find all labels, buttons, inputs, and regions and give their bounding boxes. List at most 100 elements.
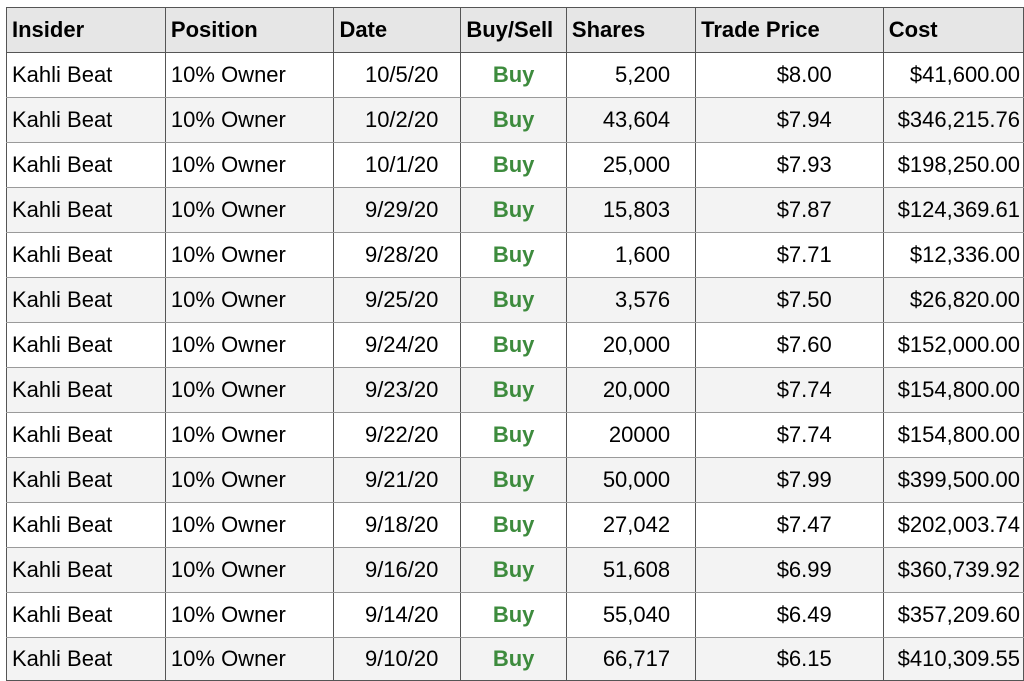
cell-date[interactable]: 10/1/20 bbox=[333, 142, 462, 188]
cell-insider[interactable]: Kahli Beat bbox=[6, 457, 166, 503]
cell-cost[interactable]: $154,800.00 bbox=[882, 367, 1024, 413]
cell-insider[interactable]: Kahli Beat bbox=[6, 367, 166, 413]
cell-position[interactable]: 10% Owner bbox=[164, 277, 335, 323]
cell-shares[interactable]: 3,576 bbox=[565, 277, 697, 323]
cell-buy-sell[interactable]: Buy bbox=[460, 412, 567, 458]
cell-cost[interactable]: $410,309.55 bbox=[882, 637, 1024, 681]
cell-shares[interactable]: 5,200 bbox=[565, 52, 697, 98]
cell-trade-price[interactable]: $7.60 bbox=[695, 322, 884, 368]
cell-shares[interactable]: 66,717 bbox=[565, 637, 697, 681]
cell-buy-sell[interactable]: Buy bbox=[460, 232, 567, 278]
cell-trade-price[interactable]: $6.15 bbox=[695, 637, 884, 681]
cell-insider[interactable]: Kahli Beat bbox=[6, 592, 166, 638]
cell-date[interactable]: 10/5/20 bbox=[333, 52, 462, 98]
cell-trade-price[interactable]: $7.99 bbox=[695, 457, 884, 503]
cell-shares[interactable]: 43,604 bbox=[565, 97, 697, 143]
cell-date[interactable]: 9/10/20 bbox=[333, 637, 462, 681]
cell-position[interactable]: 10% Owner bbox=[164, 547, 335, 593]
cell-cost[interactable]: $357,209.60 bbox=[882, 592, 1024, 638]
cell-insider[interactable]: Kahli Beat bbox=[6, 547, 166, 593]
cell-cost[interactable]: $346,215.76 bbox=[882, 97, 1024, 143]
cell-shares[interactable]: 15,803 bbox=[565, 187, 697, 233]
cell-insider[interactable]: Kahli Beat bbox=[6, 232, 166, 278]
cell-shares[interactable]: 1,600 bbox=[565, 232, 697, 278]
cell-trade-price[interactable]: $8.00 bbox=[695, 52, 884, 98]
cell-date[interactable]: 9/24/20 bbox=[333, 322, 462, 368]
cell-insider[interactable]: Kahli Beat bbox=[6, 187, 166, 233]
cell-buy-sell[interactable]: Buy bbox=[460, 367, 567, 413]
cell-buy-sell[interactable]: Buy bbox=[460, 322, 567, 368]
cell-position[interactable]: 10% Owner bbox=[164, 457, 335, 503]
cell-trade-price[interactable]: $7.74 bbox=[695, 412, 884, 458]
cell-buy-sell[interactable]: Buy bbox=[460, 187, 567, 233]
cell-date[interactable]: 9/25/20 bbox=[333, 277, 462, 323]
cell-buy-sell[interactable]: Buy bbox=[460, 637, 567, 681]
cell-cost[interactable]: $26,820.00 bbox=[882, 277, 1024, 323]
cell-cost[interactable]: $152,000.00 bbox=[882, 322, 1024, 368]
cell-insider[interactable]: Kahli Beat bbox=[6, 502, 166, 548]
column-header-buy-sell[interactable]: Buy/Sell bbox=[460, 7, 567, 53]
column-header-date[interactable]: Date bbox=[333, 7, 462, 53]
cell-buy-sell[interactable]: Buy bbox=[460, 142, 567, 188]
cell-buy-sell[interactable]: Buy bbox=[460, 277, 567, 323]
cell-position[interactable]: 10% Owner bbox=[164, 52, 335, 98]
cell-cost[interactable]: $360,739.92 bbox=[882, 547, 1024, 593]
cell-insider[interactable]: Kahli Beat bbox=[6, 412, 166, 458]
cell-date[interactable]: 9/21/20 bbox=[333, 457, 462, 503]
cell-cost[interactable]: $12,336.00 bbox=[882, 232, 1024, 278]
cell-trade-price[interactable]: $7.93 bbox=[695, 142, 884, 188]
cell-cost[interactable]: $124,369.61 bbox=[882, 187, 1024, 233]
column-header-shares[interactable]: Shares bbox=[565, 7, 697, 53]
cell-shares[interactable]: 20,000 bbox=[565, 322, 697, 368]
cell-date[interactable]: 9/28/20 bbox=[333, 232, 462, 278]
cell-position[interactable]: 10% Owner bbox=[164, 142, 335, 188]
column-header-trade-price[interactable]: Trade Price bbox=[695, 7, 884, 53]
cell-insider[interactable]: Kahli Beat bbox=[6, 97, 166, 143]
cell-date[interactable]: 9/14/20 bbox=[333, 592, 462, 638]
cell-position[interactable]: 10% Owner bbox=[164, 592, 335, 638]
cell-position[interactable]: 10% Owner bbox=[164, 97, 335, 143]
cell-trade-price[interactable]: $6.49 bbox=[695, 592, 884, 638]
cell-buy-sell[interactable]: Buy bbox=[460, 97, 567, 143]
cell-buy-sell[interactable]: Buy bbox=[460, 592, 567, 638]
cell-cost[interactable]: $202,003.74 bbox=[882, 502, 1024, 548]
column-header-insider[interactable]: Insider bbox=[6, 7, 166, 53]
cell-insider[interactable]: Kahli Beat bbox=[6, 277, 166, 323]
cell-date[interactable]: 9/18/20 bbox=[333, 502, 462, 548]
cell-shares[interactable]: 20000 bbox=[565, 412, 697, 458]
cell-position[interactable]: 10% Owner bbox=[164, 232, 335, 278]
cell-insider[interactable]: Kahli Beat bbox=[6, 322, 166, 368]
cell-position[interactable]: 10% Owner bbox=[164, 187, 335, 233]
cell-trade-price[interactable]: $7.94 bbox=[695, 97, 884, 143]
cell-date[interactable]: 10/2/20 bbox=[333, 97, 462, 143]
cell-shares[interactable]: 51,608 bbox=[565, 547, 697, 593]
cell-date[interactable]: 9/23/20 bbox=[333, 367, 462, 413]
cell-cost[interactable]: $154,800.00 bbox=[882, 412, 1024, 458]
cell-shares[interactable]: 50,000 bbox=[565, 457, 697, 503]
cell-insider[interactable]: Kahli Beat bbox=[6, 142, 166, 188]
cell-shares[interactable]: 27,042 bbox=[565, 502, 697, 548]
cell-buy-sell[interactable]: Buy bbox=[460, 457, 567, 503]
cell-position[interactable]: 10% Owner bbox=[164, 367, 335, 413]
cell-cost[interactable]: $399,500.00 bbox=[882, 457, 1024, 503]
cell-cost[interactable]: $41,600.00 bbox=[882, 52, 1024, 98]
cell-position[interactable]: 10% Owner bbox=[164, 322, 335, 368]
cell-trade-price[interactable]: $7.71 bbox=[695, 232, 884, 278]
cell-insider[interactable]: Kahli Beat bbox=[6, 637, 166, 681]
cell-position[interactable]: 10% Owner bbox=[164, 502, 335, 548]
cell-trade-price[interactable]: $6.99 bbox=[695, 547, 884, 593]
cell-shares[interactable]: 20,000 bbox=[565, 367, 697, 413]
cell-trade-price[interactable]: $7.87 bbox=[695, 187, 884, 233]
cell-position[interactable]: 10% Owner bbox=[164, 412, 335, 458]
cell-cost[interactable]: $198,250.00 bbox=[882, 142, 1024, 188]
cell-position[interactable]: 10% Owner bbox=[164, 637, 335, 681]
cell-date[interactable]: 9/16/20 bbox=[333, 547, 462, 593]
cell-buy-sell[interactable]: Buy bbox=[460, 52, 567, 98]
cell-shares[interactable]: 55,040 bbox=[565, 592, 697, 638]
column-header-position[interactable]: Position bbox=[164, 7, 335, 53]
cell-insider[interactable]: Kahli Beat bbox=[6, 52, 166, 98]
cell-buy-sell[interactable]: Buy bbox=[460, 547, 567, 593]
cell-buy-sell[interactable]: Buy bbox=[460, 502, 567, 548]
cell-date[interactable]: 9/29/20 bbox=[333, 187, 462, 233]
cell-trade-price[interactable]: $7.47 bbox=[695, 502, 884, 548]
